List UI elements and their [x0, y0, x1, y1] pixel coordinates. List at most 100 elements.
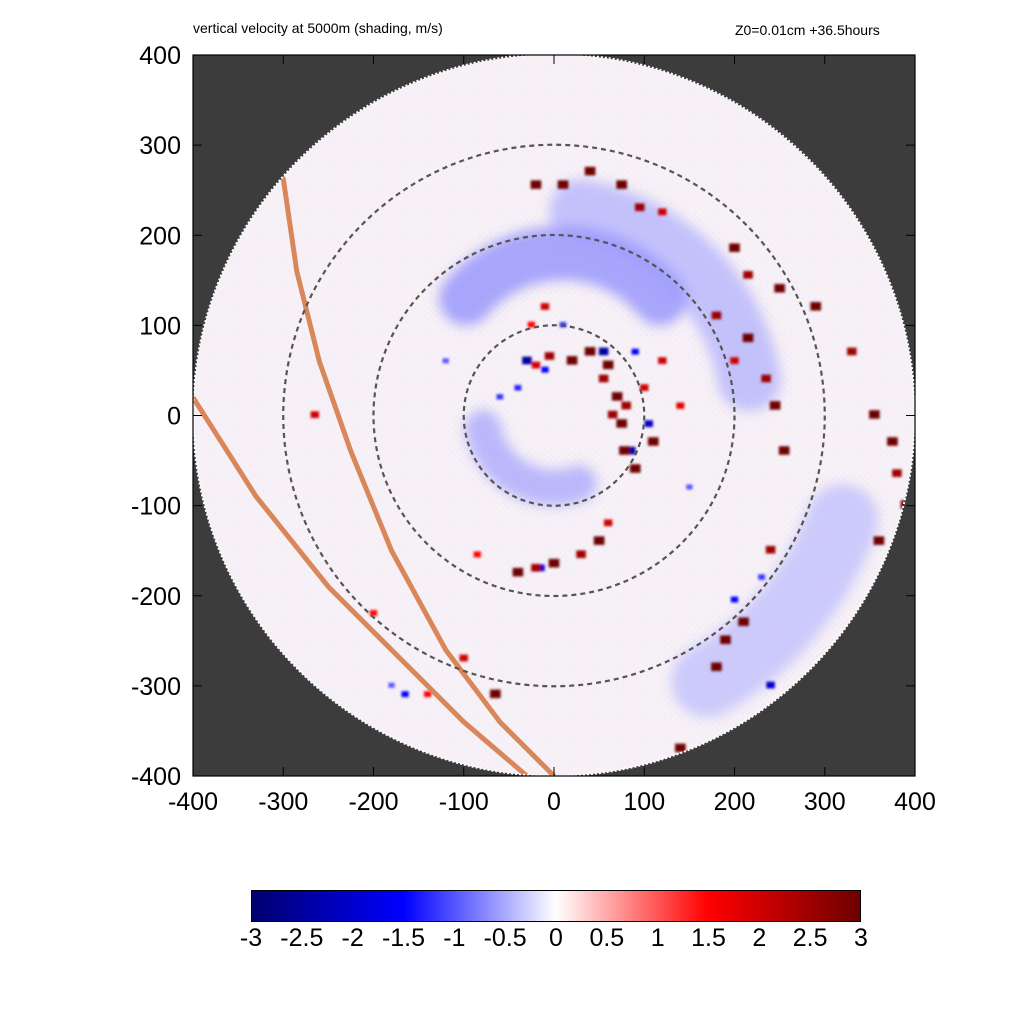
- updraft-cell: [593, 536, 605, 545]
- updraft-cell: [598, 374, 609, 383]
- updraft-cell: [527, 321, 536, 328]
- y-tick-label: 400: [139, 42, 181, 70]
- coastline: [193, 394, 530, 777]
- updraft-cell: [769, 401, 781, 410]
- downdraft-cell: [522, 356, 532, 365]
- updraft-cell: [584, 347, 596, 356]
- colorbar-tick-label: 1.5: [691, 924, 726, 952]
- downdraft-band: [671, 484, 879, 718]
- colorbar-tick-label: 1: [650, 924, 665, 952]
- updraft-cell: [369, 610, 378, 616]
- colorbar-tick-label: -1.5: [381, 924, 426, 952]
- updraft-cell: [548, 558, 560, 568]
- colorbar-tick-label: 0.5: [589, 924, 625, 952]
- range-ring: [282, 143, 826, 688]
- downdraft-cell: [730, 596, 739, 603]
- colorbar-tick-label: -3: [239, 924, 263, 952]
- colorbar-tick-label: -2: [341, 924, 364, 952]
- updraft-cell: [711, 662, 722, 672]
- range-ring: [372, 233, 736, 598]
- x-tick-label: -100: [439, 788, 489, 816]
- model-domain: [193, 54, 915, 776]
- updraft-cell: [778, 446, 790, 455]
- colorbar-tick-label: -1: [443, 924, 466, 952]
- updraft-cell: [658, 208, 667, 216]
- x-tick-label: 300: [804, 788, 846, 816]
- y-tick-label: 0: [167, 403, 181, 431]
- updraft-cell: [729, 243, 740, 252]
- updraft-cell: [611, 392, 623, 401]
- updraft-cell: [675, 743, 686, 753]
- updraft-cell: [531, 361, 541, 369]
- updraft-cell: [742, 333, 754, 343]
- colorbar-tick-labels: -3 -2.5 -2 -1.5 -1 -0.5 0 0.5 1 1.5 2 2.5 3: [0, 924, 1024, 958]
- y-tick-label: -400: [131, 763, 181, 791]
- updraft-cell: [531, 563, 541, 572]
- x-tick-label: 0: [547, 788, 561, 816]
- updraft-cell: [473, 551, 481, 558]
- updraft-cell: [566, 356, 578, 365]
- y-tick-label: -300: [131, 673, 181, 701]
- updraft-cell: [658, 357, 667, 364]
- downdraft-cell: [766, 681, 775, 689]
- updraft-cell: [557, 180, 569, 189]
- colorbar-tick-label: 0: [549, 924, 563, 952]
- updraft-cell: [310, 411, 320, 419]
- x-tick-label: -300: [258, 788, 308, 816]
- downdraft-cell: [625, 446, 636, 455]
- updraft-cell: [616, 180, 627, 189]
- updraft-cell: [761, 374, 771, 383]
- updraft-cell: [619, 446, 630, 455]
- updraft-cell: [629, 464, 641, 473]
- y-tick-label: 100: [139, 312, 181, 340]
- updraft-cell: [640, 384, 649, 391]
- updraft-cell: [576, 550, 586, 559]
- updraft-cell: [490, 689, 501, 699]
- updraft-cell: [847, 347, 857, 356]
- updraft-cell: [634, 203, 645, 212]
- x-tick-label: 200: [714, 788, 756, 816]
- updraft-cell: [621, 401, 631, 410]
- updraft-cell: [540, 303, 550, 310]
- updraft-cell: [720, 635, 731, 644]
- updraft-cell: [512, 567, 524, 577]
- downdraft-cell: [758, 574, 765, 580]
- y-tick-label: 200: [139, 222, 181, 250]
- updraft-cell: [424, 691, 432, 698]
- y-tick-label: -200: [131, 583, 181, 611]
- downdraft-band: [439, 226, 687, 326]
- updraft-cell: [743, 271, 753, 279]
- updraft-cell: [602, 360, 614, 370]
- y-tick-label: -100: [131, 493, 181, 521]
- downdraft-band: [464, 409, 597, 506]
- updraft-cell: [459, 654, 468, 662]
- updraft-cell: [738, 617, 749, 626]
- updraft-cell: [869, 410, 880, 419]
- colorbar-tick-label: 2.5: [792, 924, 828, 952]
- y-tick-label: 300: [139, 132, 181, 160]
- downdraft-cell: [442, 358, 449, 364]
- updraft-cell: [603, 519, 613, 527]
- updraft-cell: [544, 352, 555, 360]
- chart-title: vertical velocity at 5000m (shading, m/s…: [193, 20, 443, 36]
- downdraft-band: [549, 179, 781, 412]
- coastline: [280, 175, 557, 777]
- range-ring: [462, 324, 646, 507]
- updraft-cell: [774, 284, 785, 293]
- downdraft-cell: [686, 484, 693, 490]
- x-tick-label: -200: [348, 788, 398, 816]
- colorbar-tick-label: -0.5: [483, 924, 527, 952]
- chart-annotation: Z0=0.01cm +36.5hours: [735, 22, 880, 38]
- updraft-cell: [887, 437, 898, 446]
- downdraft-cell: [496, 394, 504, 400]
- downdraft-cell: [388, 682, 395, 688]
- updraft-cell: [616, 419, 627, 428]
- colorbar-tick-label: 2: [752, 924, 767, 952]
- x-tick-label: 100: [623, 788, 665, 816]
- downdraft-cell: [631, 348, 639, 355]
- downdraft-cell: [541, 366, 549, 373]
- updraft-cell: [892, 469, 902, 477]
- updraft-cell: [584, 166, 596, 176]
- downdraft-cell: [644, 420, 653, 428]
